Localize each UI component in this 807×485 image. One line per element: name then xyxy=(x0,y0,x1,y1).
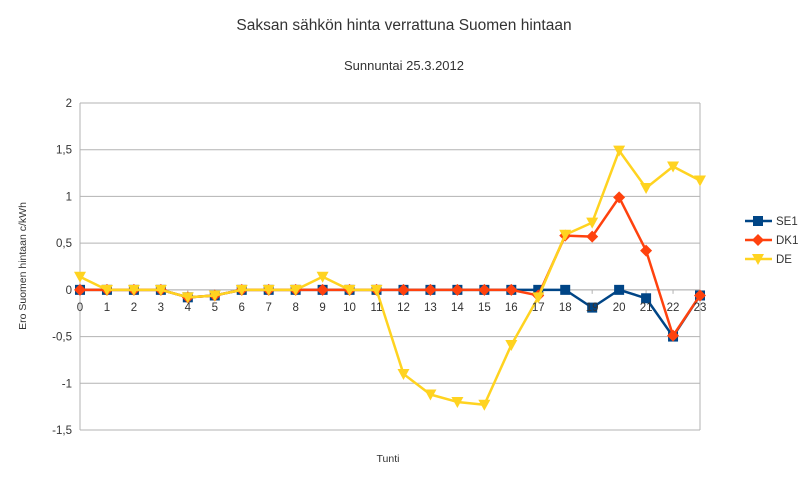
data-point-se1 xyxy=(587,302,598,313)
y-tick-label: 1 xyxy=(66,191,72,203)
data-point-dk1 xyxy=(640,244,653,257)
y-tick-label: -0,5 xyxy=(52,332,72,344)
x-tick-label: 7 xyxy=(265,302,271,314)
x-tick-label: 12 xyxy=(397,302,410,314)
x-tick-label: 3 xyxy=(158,302,164,314)
data-point-de xyxy=(613,145,626,157)
y-tick-labels: -1,5 -1 -0,5 0 0,5 1 1,5 2 xyxy=(52,98,72,437)
y-tick-label: 0 xyxy=(66,285,72,297)
series-line-dk1 xyxy=(80,196,702,337)
data-point-dk1 xyxy=(397,283,410,296)
data-point-se1 xyxy=(614,284,625,295)
series-lines xyxy=(74,145,706,411)
legend-label: SE1 xyxy=(776,216,798,228)
legend-item-dk1: DK1 xyxy=(745,234,798,247)
data-point-de xyxy=(586,217,599,229)
x-tick-label: 23 xyxy=(694,302,707,314)
x-tick-label: 19 xyxy=(586,302,599,314)
data-point-de xyxy=(262,284,275,296)
data-point-de xyxy=(424,389,437,401)
data-point-de xyxy=(343,284,356,296)
x-tick-label: 4 xyxy=(185,302,192,314)
data-point-de xyxy=(451,396,464,408)
x-tick-label: 5 xyxy=(212,302,218,314)
data-point-de xyxy=(667,161,680,173)
x-tick-label: 10 xyxy=(343,302,356,314)
x-tick-label: 22 xyxy=(667,302,680,314)
series-dk1 xyxy=(74,191,706,342)
data-point-de xyxy=(505,339,518,351)
data-point-de xyxy=(74,271,86,283)
data-point-de xyxy=(154,284,167,296)
x-tick-label: 6 xyxy=(239,302,245,314)
data-point-de xyxy=(127,284,140,296)
legend-marker xyxy=(752,254,764,265)
data-point-de xyxy=(316,271,329,283)
x-tick-labels: 0 1 2 3 4 5 6 7 8 9 10 11 12 13 14 15 16 17 18 19 20 21 22 23 xyxy=(77,302,707,314)
legend-item-de: DE xyxy=(745,254,792,266)
y-tick-label: -1 xyxy=(62,378,72,390)
x-tick-label: 18 xyxy=(559,302,572,314)
data-point-de xyxy=(694,175,706,187)
data-point-dk1 xyxy=(424,283,437,296)
legend-label: DE xyxy=(776,254,792,266)
data-point-de xyxy=(370,284,383,296)
chart-title: Saksan sähkön hinta verrattuna Suomen hi… xyxy=(236,17,571,34)
x-tick-label: 0 xyxy=(77,302,83,314)
data-point-de xyxy=(532,292,545,304)
gridlines xyxy=(80,102,700,431)
y-tick-label: 1,5 xyxy=(56,145,72,157)
y-tick-label: 2 xyxy=(66,98,72,110)
x-tick-label: 14 xyxy=(451,302,464,314)
chart-subtitle: Sunnuntai 25.3.2012 xyxy=(344,58,464,73)
series-de xyxy=(74,145,706,411)
data-point-dk1 xyxy=(613,191,626,204)
axes xyxy=(79,103,701,430)
data-point-dk1 xyxy=(74,283,86,296)
x-tick-label: 20 xyxy=(613,302,626,314)
data-point-de xyxy=(235,284,248,296)
data-point-de xyxy=(289,284,302,296)
x-tick-label: 1 xyxy=(104,302,110,314)
y-axis-label: Ero Suomen hintaan c/kWh xyxy=(17,202,29,330)
x-tick-label: 2 xyxy=(131,302,137,314)
legend-item-se1: SE1 xyxy=(745,216,798,228)
x-tick-label: 21 xyxy=(640,302,653,314)
legend-label: DK1 xyxy=(776,235,798,247)
legend-marker xyxy=(753,216,763,226)
data-point-de xyxy=(478,399,491,411)
data-point-dk1 xyxy=(667,329,680,342)
data-point-se1 xyxy=(641,293,652,304)
series-line-de xyxy=(79,149,701,407)
x-tick-label: 17 xyxy=(532,302,545,314)
data-point-se1 xyxy=(560,284,571,295)
x-tick-label: 9 xyxy=(319,302,325,314)
x-axis-label: Tunti xyxy=(377,453,400,465)
data-point-dk1 xyxy=(586,230,599,243)
data-point-de xyxy=(397,368,410,380)
x-tick-label: 8 xyxy=(292,302,298,314)
data-point-dk1 xyxy=(694,289,706,302)
x-tick-label: 13 xyxy=(424,302,437,314)
data-point-dk1 xyxy=(316,283,329,296)
data-point-de xyxy=(100,284,113,296)
data-point-de xyxy=(181,292,194,304)
legend: SE1 DK1 DE xyxy=(745,216,798,266)
y-tick-label: -1,5 xyxy=(52,425,72,437)
data-point-de xyxy=(640,183,653,195)
legend-marker xyxy=(752,234,764,246)
x-tick-label: 16 xyxy=(505,302,518,314)
data-point-dk1 xyxy=(451,283,464,296)
data-point-de xyxy=(208,290,221,302)
y-tick-label: 0,5 xyxy=(56,238,72,250)
data-point-de xyxy=(559,229,572,241)
x-tick-label: 15 xyxy=(478,302,491,314)
x-tick-label: 11 xyxy=(371,302,383,314)
data-point-dk1 xyxy=(478,283,491,296)
data-point-dk1 xyxy=(505,283,518,296)
